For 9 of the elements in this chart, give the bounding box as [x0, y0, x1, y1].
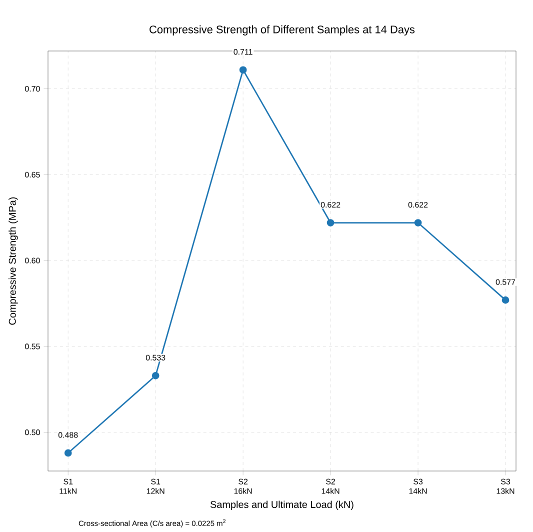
point — [239, 66, 247, 74]
point — [502, 296, 510, 304]
point — [414, 219, 422, 226]
point — [64, 449, 72, 457]
x-axis-title: Samples and Ultimate Load (kN) — [210, 500, 354, 510]
y-axis-title: Compressive Strength (MPa) — [8, 197, 18, 325]
point — [326, 219, 334, 226]
chart-title: Compressive Strength of Different Samples at 14 Days — [150, 25, 415, 36]
point — [152, 372, 160, 380]
